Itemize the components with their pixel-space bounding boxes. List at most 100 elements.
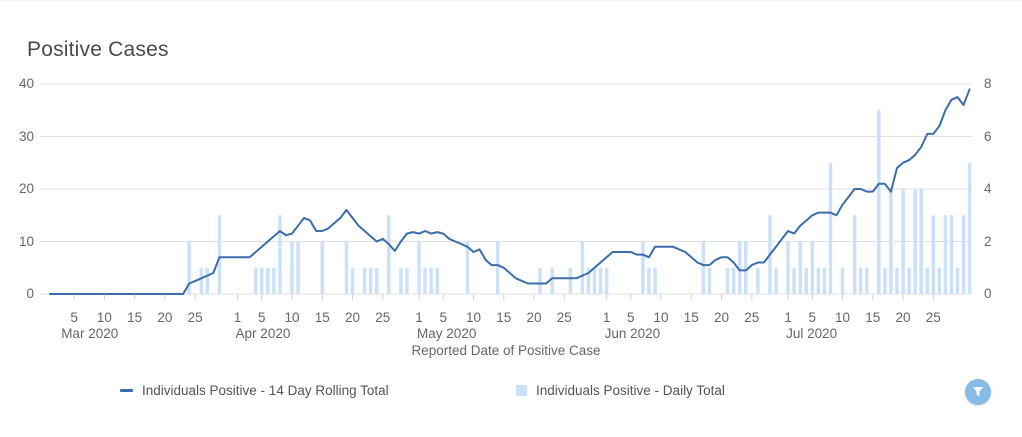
x-axis-title: Reported Date of Positive Case: [411, 343, 601, 358]
daily-total-bar: [756, 267, 760, 294]
daily-total-bar: [272, 267, 276, 294]
daily-total-bar: [943, 215, 948, 294]
daily-total-bar: [260, 267, 264, 294]
daily-total-bar: [889, 189, 893, 294]
x-month-label: Jul 2020: [786, 326, 838, 341]
x-tick-label: 15: [314, 310, 330, 325]
daily-total-bar: [217, 215, 222, 294]
x-tick-label: 10: [284, 310, 300, 325]
daily-total-bar: [786, 241, 790, 294]
daily-total-bar: [598, 267, 603, 294]
daily-total-bar: [399, 267, 403, 294]
x-tick-label: 15: [683, 310, 699, 325]
daily-total-bar: [344, 241, 349, 294]
daily-total-bar: [374, 267, 379, 294]
x-month-label: Mar 2020: [61, 326, 119, 341]
x-tick-label: 15: [496, 310, 512, 325]
x-tick-label: 1: [784, 310, 792, 325]
daily-total-bar: [937, 267, 942, 294]
daily-total-bar: [417, 241, 421, 294]
y-left-tick-label: 30: [18, 128, 34, 144]
y-left-tick-label: 0: [26, 286, 34, 301]
daily-total-bar: [804, 267, 808, 294]
daily-total-bar: [877, 110, 881, 294]
daily-total-bar: [205, 267, 210, 294]
daily-total-bar: [840, 267, 845, 294]
filter-button[interactable]: [965, 379, 991, 405]
daily-total-bar: [278, 215, 282, 294]
x-tick-label: 15: [127, 310, 143, 325]
y-left-tick-label: 40: [18, 76, 34, 91]
daily-total-bar: [725, 267, 730, 294]
daily-total-bar: [925, 267, 929, 294]
daily-total-bar: [865, 267, 869, 294]
y-right-tick-label: 2: [984, 233, 992, 249]
daily-total-bar: [919, 189, 923, 294]
x-tick-label: 10: [653, 310, 669, 325]
x-tick-label: 10: [465, 310, 482, 325]
daily-total-bar: [949, 215, 954, 294]
daily-total-bar: [362, 267, 367, 294]
chart-title: Positive Cases: [27, 38, 169, 61]
daily-total-bar: [955, 267, 960, 294]
daily-total-bar: [961, 215, 966, 294]
y-right-tick-label: 6: [984, 128, 992, 144]
x-tick-label: 20: [895, 310, 911, 325]
daily-total-bar: [798, 241, 802, 294]
daily-total-bar: [852, 215, 857, 294]
legend-label-daily-total: Individuals Positive - Daily Total: [536, 383, 725, 398]
x-tick-label: 5: [257, 310, 266, 325]
legend-label-rolling-total: Individuals Positive - 14 Day Rolling To…: [142, 383, 389, 398]
daily-total-bar: [368, 267, 373, 294]
y-right-tick-label: 4: [984, 181, 992, 196]
daily-total-bar: [822, 267, 827, 294]
daily-total-bar: [883, 267, 887, 294]
daily-total-bar: [350, 267, 355, 294]
daily-total-bar: [199, 267, 203, 294]
daily-total-bar: [907, 267, 911, 294]
legend-item-daily-total[interactable]: Individuals Positive - Daily Total: [516, 383, 725, 398]
y-right-tick-label: 0: [984, 286, 992, 301]
daily-total-bar: [816, 267, 821, 294]
y-left-tick-label: 20: [18, 181, 34, 196]
daily-total-bar: [538, 267, 542, 294]
x-tick-label: 20: [526, 310, 542, 325]
x-month-label: Jun 2020: [604, 326, 661, 341]
daily-total-bar: [586, 267, 591, 294]
y-left-tick-label: 10: [18, 233, 34, 249]
daily-total-bar: [913, 189, 917, 294]
x-tick-label: 5: [70, 310, 78, 325]
daily-total-bar: [435, 267, 439, 294]
daily-total-bar: [465, 241, 470, 294]
daily-total-bar: [187, 241, 191, 294]
daily-total-bar: [731, 267, 736, 294]
legend-item-rolling-total[interactable]: Individuals Positive - 14 Day Rolling To…: [120, 383, 389, 398]
daily-total-bar: [967, 162, 972, 294]
daily-total-bar: [266, 267, 270, 294]
x-tick-label: 10: [835, 310, 851, 325]
x-tick-label: 5: [439, 310, 447, 325]
x-tick-label: 5: [808, 310, 817, 325]
daily-total-bar: [604, 267, 609, 294]
x-tick-label: 20: [714, 310, 730, 325]
x-tick-label: 10: [96, 310, 112, 325]
daily-total-bar: [429, 267, 433, 294]
daily-total-bar: [931, 215, 936, 294]
daily-total-bar: [495, 241, 500, 294]
daily-total-bar: [810, 241, 815, 294]
daily-total-bar: [647, 267, 651, 294]
daily-total-bar: [592, 267, 597, 294]
daily-total-bar: [296, 241, 300, 294]
daily-total-bar: [568, 267, 573, 294]
daily-total-bar: [550, 267, 554, 294]
funnel-icon: [972, 387, 984, 397]
y-right-tick-label: 8: [984, 76, 992, 91]
daily-total-bar: [792, 267, 796, 294]
daily-total-bar: [290, 241, 294, 294]
daily-total-bar: [901, 189, 905, 294]
x-tick-label: 1: [602, 310, 611, 325]
x-tick-label: 20: [344, 310, 361, 325]
x-tick-label: 1: [415, 310, 423, 325]
